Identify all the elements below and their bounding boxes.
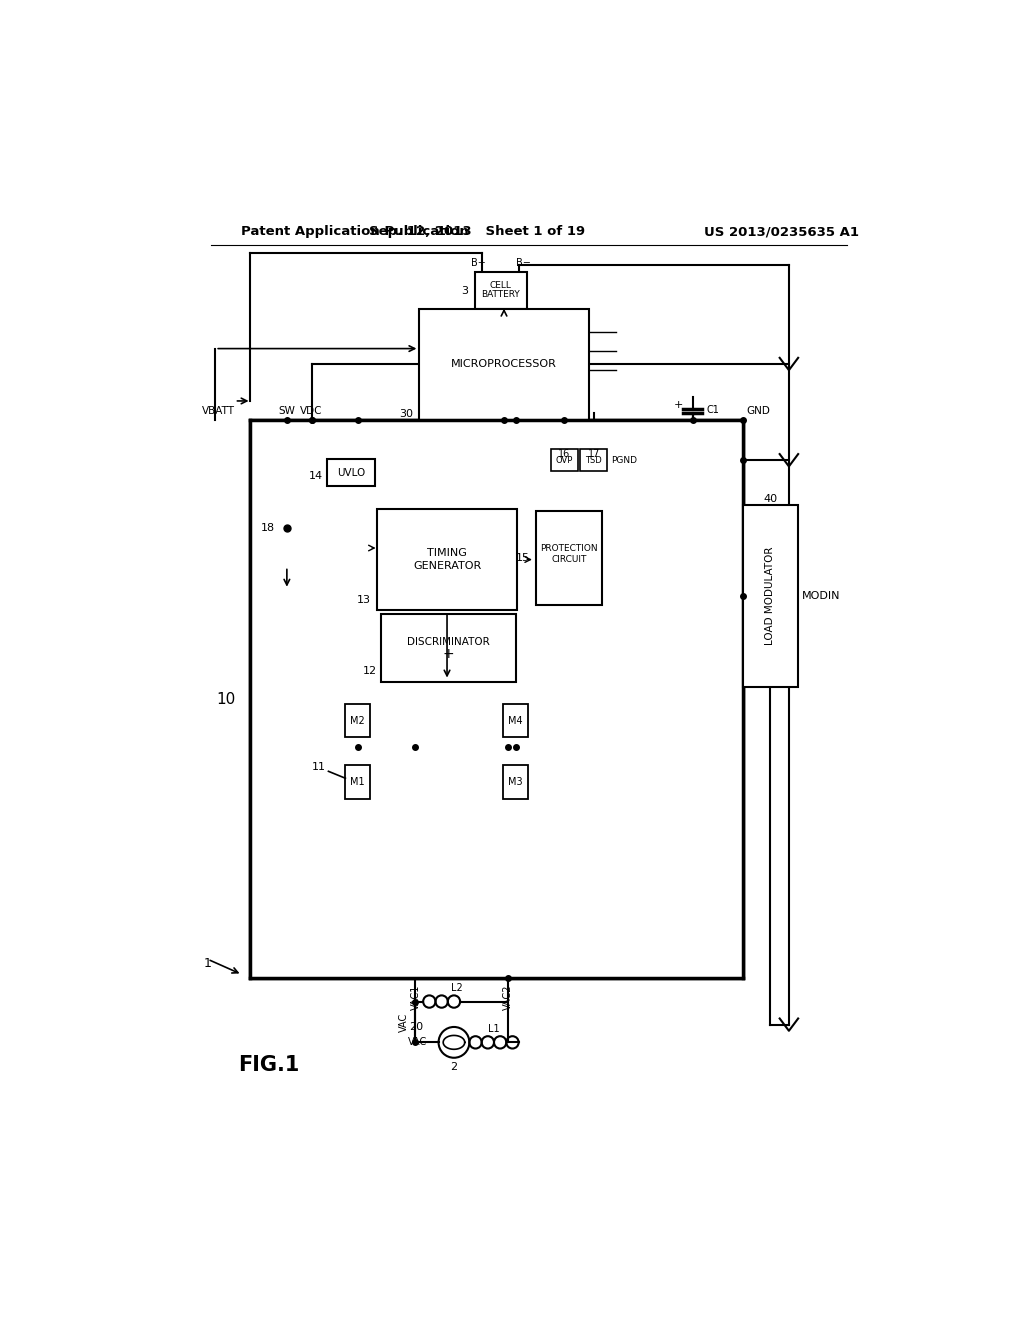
Text: VBATT: VBATT [202, 407, 234, 416]
Bar [551, 450, 578, 471]
Text: 13: 13 [356, 594, 371, 605]
Text: C1: C1 [707, 405, 720, 416]
Bar [377, 508, 517, 610]
Text: 14: 14 [309, 471, 323, 480]
Text: L2: L2 [452, 982, 463, 993]
Text: GND: GND [746, 407, 770, 416]
Bar [503, 704, 528, 738]
Text: US 2013/0235635 A1: US 2013/0235635 A1 [705, 224, 859, 238]
Bar [742, 506, 798, 688]
Bar [419, 309, 589, 420]
Text: 40: 40 [763, 494, 777, 504]
Text: VAC1: VAC1 [411, 985, 421, 1010]
Text: CIRCUIT: CIRCUIT [551, 556, 587, 564]
Text: PROTECTION: PROTECTION [541, 544, 598, 553]
Text: SW: SW [279, 407, 295, 416]
Text: 11: 11 [312, 762, 327, 772]
Text: VDC: VDC [300, 407, 323, 416]
Text: MICROPROCESSOR: MICROPROCESSOR [452, 359, 557, 370]
Text: 12: 12 [362, 667, 377, 676]
Text: CELL: CELL [490, 281, 512, 290]
Text: TIMING: TIMING [427, 548, 467, 558]
Text: M1: M1 [350, 777, 365, 787]
Text: VAC: VAC [408, 1038, 427, 1047]
Bar [345, 704, 370, 738]
Text: DISCRIMINATOR: DISCRIMINATOR [407, 638, 489, 647]
Text: 3: 3 [462, 286, 469, 296]
Text: GENERATOR: GENERATOR [413, 561, 481, 570]
Text: TSD: TSD [586, 455, 602, 465]
Text: 10: 10 [217, 692, 237, 706]
Text: 15: 15 [516, 553, 530, 564]
Bar [327, 459, 375, 487]
Text: +: + [674, 400, 683, 409]
Text: B+: B+ [471, 259, 486, 268]
Bar [345, 766, 370, 799]
Text: VAC: VAC [399, 1012, 409, 1032]
Bar [475, 272, 527, 309]
Text: 2: 2 [451, 1063, 458, 1072]
Text: 20: 20 [409, 1022, 423, 1032]
Text: M3: M3 [508, 777, 523, 787]
Text: MODIN: MODIN [802, 591, 841, 601]
Bar [250, 420, 742, 978]
Bar [581, 450, 607, 471]
Text: 16: 16 [558, 449, 570, 459]
Text: L1: L1 [488, 1023, 500, 1034]
Text: FIG.1: FIG.1 [239, 1056, 300, 1076]
Text: 17: 17 [588, 449, 600, 459]
Bar [537, 511, 602, 605]
Text: UVLO: UVLO [337, 467, 365, 478]
Text: 30: 30 [399, 409, 413, 418]
Text: +: + [442, 647, 454, 661]
Text: Patent Application Publication: Patent Application Publication [241, 224, 468, 238]
Text: M2: M2 [350, 715, 366, 726]
Text: 1: 1 [204, 957, 212, 970]
Bar [503, 766, 528, 799]
Text: 18: 18 [260, 523, 274, 533]
Text: Sep. 12, 2013   Sheet 1 of 19: Sep. 12, 2013 Sheet 1 of 19 [369, 224, 585, 238]
Text: VAC2: VAC2 [503, 985, 513, 1010]
Bar [381, 614, 515, 682]
Text: B−: B− [516, 259, 530, 268]
Text: OVP: OVP [556, 455, 573, 465]
Text: LOAD MODULATOR: LOAD MODULATOR [765, 546, 775, 645]
Text: PGND: PGND [611, 455, 637, 465]
Text: BATTERY: BATTERY [481, 290, 520, 300]
Text: M4: M4 [508, 715, 523, 726]
